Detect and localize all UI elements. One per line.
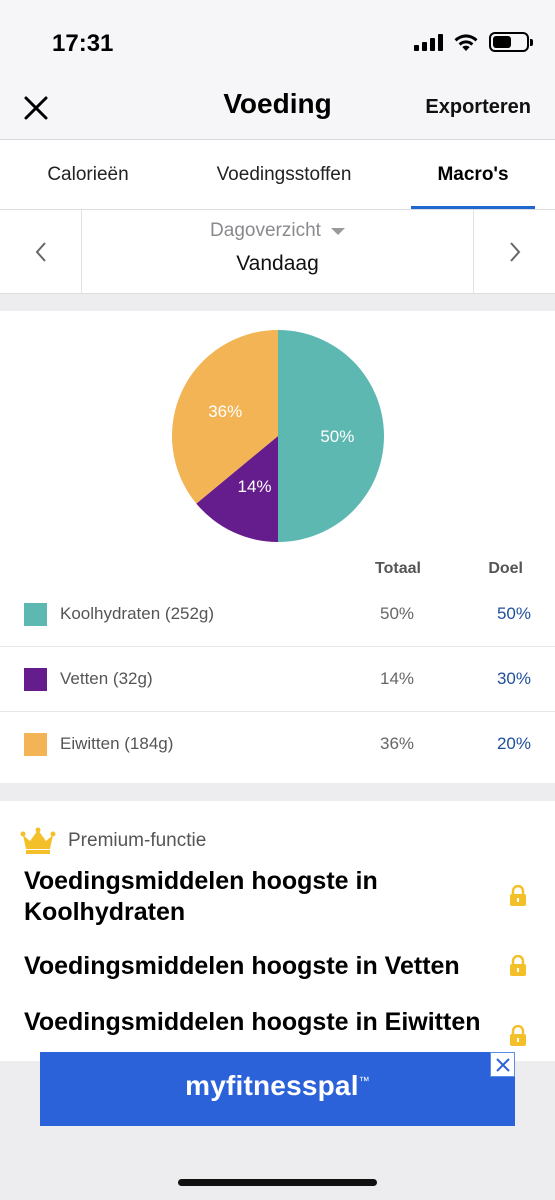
ad-close-button[interactable] <box>490 1052 515 1077</box>
lock-icon <box>510 955 526 976</box>
chevron-left-icon <box>35 242 46 262</box>
pie-label-vetten: 14% <box>238 477 272 496</box>
date-value: Vandaag <box>236 252 319 275</box>
macro-label: Eiwitten (184g) <box>60 734 174 753</box>
premium-label: Premium-functie <box>68 830 207 851</box>
chevron-right-icon <box>509 242 520 262</box>
macro-total: 36% <box>380 734 415 753</box>
tab-nutrients[interactable]: Voedingsstoffen <box>216 164 352 185</box>
premium-item-protein[interactable]: Voedingsmiddelen hoogste in Eiwitten <box>24 1008 481 1036</box>
home-indicator <box>178 1179 377 1186</box>
battery-icon <box>489 32 533 52</box>
lock-icon <box>510 1025 526 1046</box>
export-button[interactable]: Exporteren <box>425 96 531 118</box>
macro-row-protein: Eiwitten (184g) 36% 20% <box>0 712 555 777</box>
lock-icon <box>510 885 526 906</box>
crown-icon <box>20 827 56 854</box>
caret-down-icon <box>330 227 345 235</box>
nav-bar: Voeding Exporteren <box>0 80 555 140</box>
tab-calories[interactable]: Calorieën <box>47 164 129 185</box>
period-label: Dagoverzicht <box>210 220 321 241</box>
status-time: 17:31 <box>52 30 114 57</box>
period-dropdown[interactable]: Dagoverzicht <box>210 220 345 242</box>
fat-color-swatch <box>24 668 47 691</box>
previous-day-button[interactable] <box>0 210 82 294</box>
total-column-header: Totaal <box>375 560 421 577</box>
pie-label-eiwitten: 36% <box>208 402 242 421</box>
macro-pie-chart: 50% 14% 36% <box>172 330 384 542</box>
close-icon[interactable] <box>20 92 52 124</box>
premium-header: Premium-functie <box>20 827 206 855</box>
status-icons <box>414 32 533 52</box>
protein-color-swatch <box>24 733 47 756</box>
premium-item-carbs[interactable]: Voedingsmiddelen hoogste in Koolhydraten <box>24 867 378 926</box>
wifi-icon <box>454 34 478 51</box>
date-selector[interactable]: Dagoverzicht Vandaag <box>82 210 473 294</box>
macro-goal: 20% <box>496 734 531 753</box>
cellular-signal-icon <box>414 33 443 51</box>
macro-label: Koolhydraten (252g) <box>60 604 215 623</box>
next-day-button[interactable] <box>473 210 555 294</box>
macro-row-carbs: Koolhydraten (252g) 50% 50% <box>0 582 555 647</box>
carbs-color-swatch <box>24 603 47 626</box>
status-bar: 17:31 <box>0 0 555 80</box>
pie-slice-koolhydraten <box>278 330 384 542</box>
date-navigator: Dagoverzicht Vandaag <box>0 210 555 294</box>
premium-item-fat[interactable]: Voedingsmiddelen hoogste in Vetten <box>24 952 460 980</box>
macro-label: Vetten (32g) <box>60 669 153 688</box>
active-tab-indicator <box>411 206 535 209</box>
macro-total: 50% <box>380 604 415 623</box>
goal-column-header: Doel <box>488 560 523 577</box>
myfitnesspal-logo: myfitnesspal™ <box>185 1070 370 1101</box>
pie-slice-vetten <box>196 436 278 542</box>
macro-row-fat: Vetten (32g) 14% 30% <box>0 647 555 712</box>
pie-slice-eiwitten <box>172 330 278 504</box>
tab-macros[interactable]: Macro's <box>437 164 509 185</box>
ad-banner[interactable]: myfitnesspal™ <box>40 1052 515 1126</box>
macro-total: 14% <box>380 669 415 688</box>
macro-chart-card: 50% 14% 36% Totaal Doel Koolhydraten (252g… <box>0 311 555 783</box>
tab-bar: Calorieën Voedingsstoffen Macro's <box>0 140 555 210</box>
pie-label-koolhydraten: 50% <box>320 427 354 446</box>
macro-goal: 50% <box>496 604 531 623</box>
close-icon <box>495 1057 510 1072</box>
macro-goal: 30% <box>496 669 531 688</box>
premium-features-card: Premium-functie Voedingsmiddelen hoogste… <box>0 801 555 1061</box>
